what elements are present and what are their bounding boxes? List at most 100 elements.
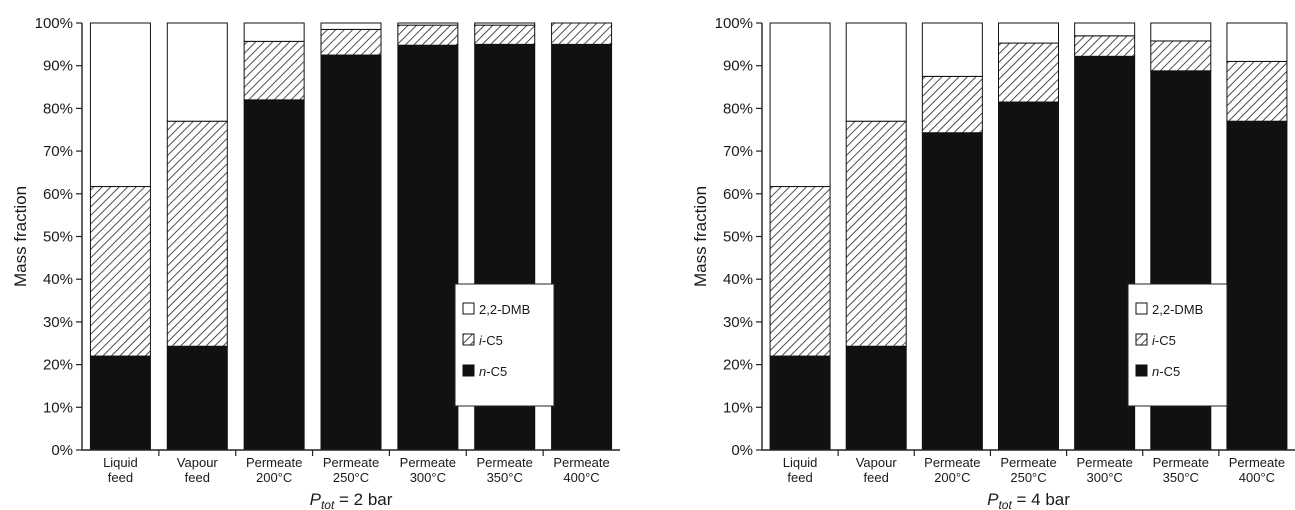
bar-segment-i-c5 — [320, 28, 382, 56]
bar-segment-i-c5 — [921, 75, 983, 134]
x-tick-label: Permeate 250°C — [1000, 455, 1056, 485]
legend-label-text: -C5 — [1159, 364, 1180, 379]
x-tick-label-line: 200°C — [934, 470, 970, 485]
y-tick-label: 20% — [43, 357, 73, 374]
y-tick-label: 40% — [43, 271, 73, 288]
bar-segment-n-c5 — [845, 345, 907, 451]
y-tick-label: 80% — [723, 100, 753, 117]
x-tick-label-line: feed — [787, 470, 812, 485]
bar-segment-n-c5 — [397, 44, 459, 451]
legend-swatch — [462, 302, 475, 315]
y-axis-label: Mass fraction — [11, 186, 30, 287]
x-tick-label: Permeate 350°C — [1153, 455, 1209, 485]
bar-segment-i-c5 — [551, 22, 613, 45]
x-axis-label-main: P — [987, 490, 999, 509]
bar-segment-i-c5 — [397, 24, 459, 46]
x-tick-label: Permeate 400°C — [553, 455, 609, 485]
x-tick-label: Permeate 200°C — [246, 455, 302, 485]
chart-panel-1: 0%10%20%30%40%50%60%70%80%90%100%Liquid f… — [11, 15, 620, 510]
bar-segment-n-c5 — [769, 355, 831, 451]
x-tick-label-line: feed — [864, 470, 889, 485]
bar-segment-2-2-dmb — [998, 22, 1059, 44]
bar-segment-i-c5 — [998, 42, 1059, 103]
x-tick-label-line: 350°C — [1163, 470, 1199, 485]
legend-swatch — [462, 333, 475, 346]
x-tick-label: Permeate 200°C — [924, 455, 980, 485]
y-tick-label: 50% — [43, 229, 73, 246]
bar-segment-i-c5 — [243, 40, 305, 101]
bar-segment-i-c5 — [166, 120, 228, 347]
x-tick-label-line: Permeate — [1153, 455, 1209, 470]
x-tick-label-line: Permeate — [1000, 455, 1056, 470]
x-tick-label-line: Vapour — [177, 455, 219, 470]
bar-segment-2-2-dmb — [166, 22, 228, 122]
bar-segment-2-2-dmb — [474, 22, 536, 26]
legend-label-text: -C5 — [486, 364, 507, 379]
x-tick-label: Vapour feed — [177, 455, 219, 485]
y-tick-label: 70% — [723, 143, 753, 160]
x-tick-label-line: 400°C — [1239, 470, 1275, 485]
x-axis-label-rest: = 2 bar — [334, 490, 392, 509]
x-tick-label-line: Permeate — [553, 455, 609, 470]
legend-label: i-C5 — [479, 333, 503, 348]
x-tick-label-line: Vapour — [856, 455, 898, 470]
y-tick-label: 70% — [43, 143, 73, 160]
legend-swatch — [1135, 364, 1148, 377]
x-axis-label: Ptot = 4 bar — [987, 490, 1070, 510]
legend-swatch — [1135, 333, 1148, 346]
x-tick-label-line: Liquid — [783, 455, 818, 470]
x-tick-label: Liquid feed — [783, 455, 818, 485]
legend-label-italic: i — [479, 333, 483, 348]
bar-segment-i-c5 — [1150, 40, 1212, 72]
bar-segment-n-c5 — [320, 54, 382, 451]
bar-segment-i-c5 — [1226, 60, 1288, 122]
bar-segment-2-2-dmb — [89, 22, 151, 188]
legend-swatch — [462, 364, 475, 377]
x-tick-label-line: Permeate — [246, 455, 302, 470]
x-tick-label-line: 400°C — [563, 470, 599, 485]
bar-segment-i-c5 — [474, 24, 536, 45]
legend-label-text: -C5 — [1155, 333, 1176, 348]
x-tick-label-line: Permeate — [1076, 455, 1132, 470]
y-axis-label: Mass fraction — [691, 186, 710, 287]
y-tick-label: 50% — [723, 229, 753, 246]
bar-segment-2-2-dmb — [1226, 22, 1288, 62]
legend-label-italic: n — [479, 364, 486, 379]
legend-label: n-C5 — [479, 364, 507, 379]
chart-panel-2: 0%10%20%30%40%50%60%70%80%90%100%Liquid f… — [691, 15, 1295, 510]
legend: 2,2-DMB i-C5 n-C5 — [1127, 283, 1228, 407]
legend-label: 2,2-DMB — [1152, 302, 1203, 317]
x-tick-label-line: Permeate — [924, 455, 980, 470]
x-tick-label-line: feed — [185, 470, 210, 485]
x-axis-label: Ptot = 2 bar — [310, 490, 393, 510]
x-tick-label-line: Permeate — [1229, 455, 1285, 470]
x-tick-label-line: 350°C — [487, 470, 523, 485]
y-tick-label: 60% — [43, 186, 73, 203]
legend-label-text: 2,2-DMB — [479, 302, 530, 317]
legend-label: i-C5 — [1152, 333, 1176, 348]
x-tick-label: Permeate 400°C — [1229, 455, 1285, 485]
x-tick-label-line: Permeate — [323, 455, 379, 470]
legend-label: n-C5 — [1152, 364, 1180, 379]
y-tick-label: 100% — [35, 15, 73, 32]
bar-segment-2-2-dmb — [320, 22, 382, 30]
x-tick-label-line: 250°C — [333, 470, 369, 485]
x-tick-label: Liquid feed — [103, 455, 138, 485]
x-axis-label-main: P — [310, 490, 322, 509]
x-tick-label: Permeate 300°C — [1076, 455, 1132, 485]
y-tick-label: 30% — [43, 314, 73, 331]
x-tick-label-line: 200°C — [256, 470, 292, 485]
bar-segment-2-2-dmb — [243, 22, 305, 42]
y-tick-label: 90% — [723, 58, 753, 75]
bar-segment-2-2-dmb — [1074, 22, 1136, 37]
bar-segment-n-c5 — [89, 355, 151, 451]
bar-segment-n-c5 — [1074, 55, 1136, 451]
legend-label-text: 2,2-DMB — [1152, 302, 1203, 317]
x-tick-label: Permeate 350°C — [477, 455, 533, 485]
bar-segment-i-c5 — [769, 186, 831, 357]
legend-label-text: -C5 — [482, 333, 503, 348]
legend-swatch — [1135, 302, 1148, 315]
bar-segment-i-c5 — [845, 120, 907, 347]
y-tick-label: 10% — [43, 399, 73, 416]
